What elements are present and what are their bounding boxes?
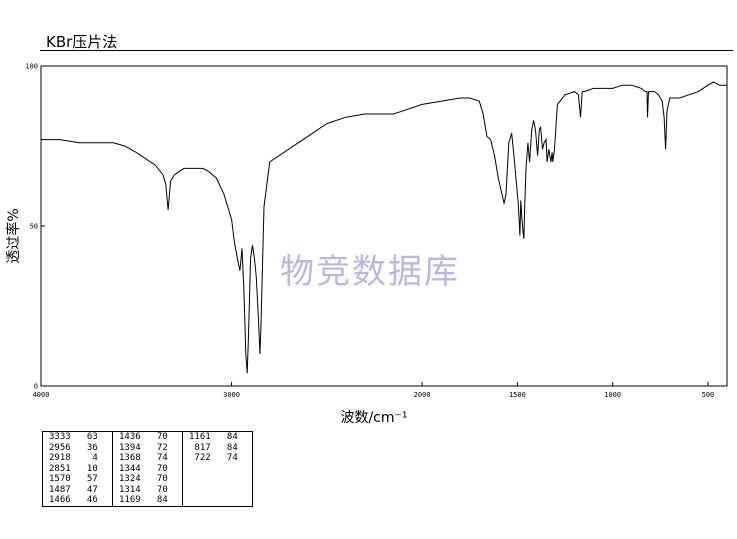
peak-table-entry <box>189 464 247 475</box>
method-title: KBr压片法 <box>46 33 118 51</box>
peak-table-entry: 2918 4 <box>49 453 98 463</box>
peak-table-entry: 817 84 <box>189 442 238 453</box>
peak-table-entry: 1161 84 <box>189 432 238 442</box>
peak-table-row: 3333 63 2956 36 2918 4 2851 10 1570 57 1487 4… <box>42 431 253 506</box>
spectrum-line <box>41 81 727 374</box>
peak-table-entry: 1368 74 <box>119 453 168 463</box>
peak-table-entry: 1344 70 <box>119 463 168 474</box>
peak-table: 3333 63 2956 36 2918 4 2851 10 1570 57 1487 4… <box>42 431 253 507</box>
peak-table-entry <box>189 495 247 506</box>
peak-table-column: 1436 70 1394 72 1368 74 1344 70 1324 70 1314 … <box>112 431 183 506</box>
peak-table-entry <box>189 485 247 496</box>
x-tick-label: 4000 <box>33 391 50 399</box>
peak-table-entry: 1394 72 <box>119 442 168 453</box>
x-tick-label: 1000 <box>604 391 621 399</box>
peak-table-entry: 1487 47 <box>49 484 98 495</box>
y-tick-label: 0 <box>34 383 38 391</box>
peak-table-entry: 722 74 <box>189 453 238 463</box>
peak-table-column: 1161 84 817 84 722 74 <box>182 431 253 506</box>
title-rule <box>40 50 733 51</box>
peak-table-column: 3333 63 2956 36 2918 4 2851 10 1570 57 1487 4… <box>42 431 113 506</box>
peak-table-entry: 1570 57 <box>49 474 98 484</box>
axis-ticks: 4000 3000 2000 1500 1000 500 0 50 100 <box>25 63 714 400</box>
peak-table-entry: 1314 70 <box>119 484 168 495</box>
x-tick-label: 500 <box>702 391 715 399</box>
y-tick-label: 100 <box>25 63 38 71</box>
peak-table-entry: 1169 84 <box>119 495 168 505</box>
x-tick-label: 2000 <box>414 391 431 399</box>
watermark: 物竞数据库 <box>280 252 460 292</box>
peak-table-entry: 2956 36 <box>49 442 98 453</box>
peak-table-entry <box>189 474 247 485</box>
peak-table-entry: 1324 70 <box>119 474 168 484</box>
peak-table-entry: 1466 46 <box>49 495 98 505</box>
peak-table-entry: 2851 10 <box>49 463 98 474</box>
x-tick-label: 1500 <box>509 391 526 399</box>
y-tick-label: 50 <box>30 223 38 231</box>
y-axis-title: 透过率% <box>5 208 22 263</box>
x-axis-title: 波数/cm⁻¹ <box>340 410 407 426</box>
peak-table-entry: 1436 70 <box>119 432 168 442</box>
x-tick-label: 3000 <box>223 391 240 399</box>
peak-table-entry: 3333 63 <box>49 432 98 442</box>
